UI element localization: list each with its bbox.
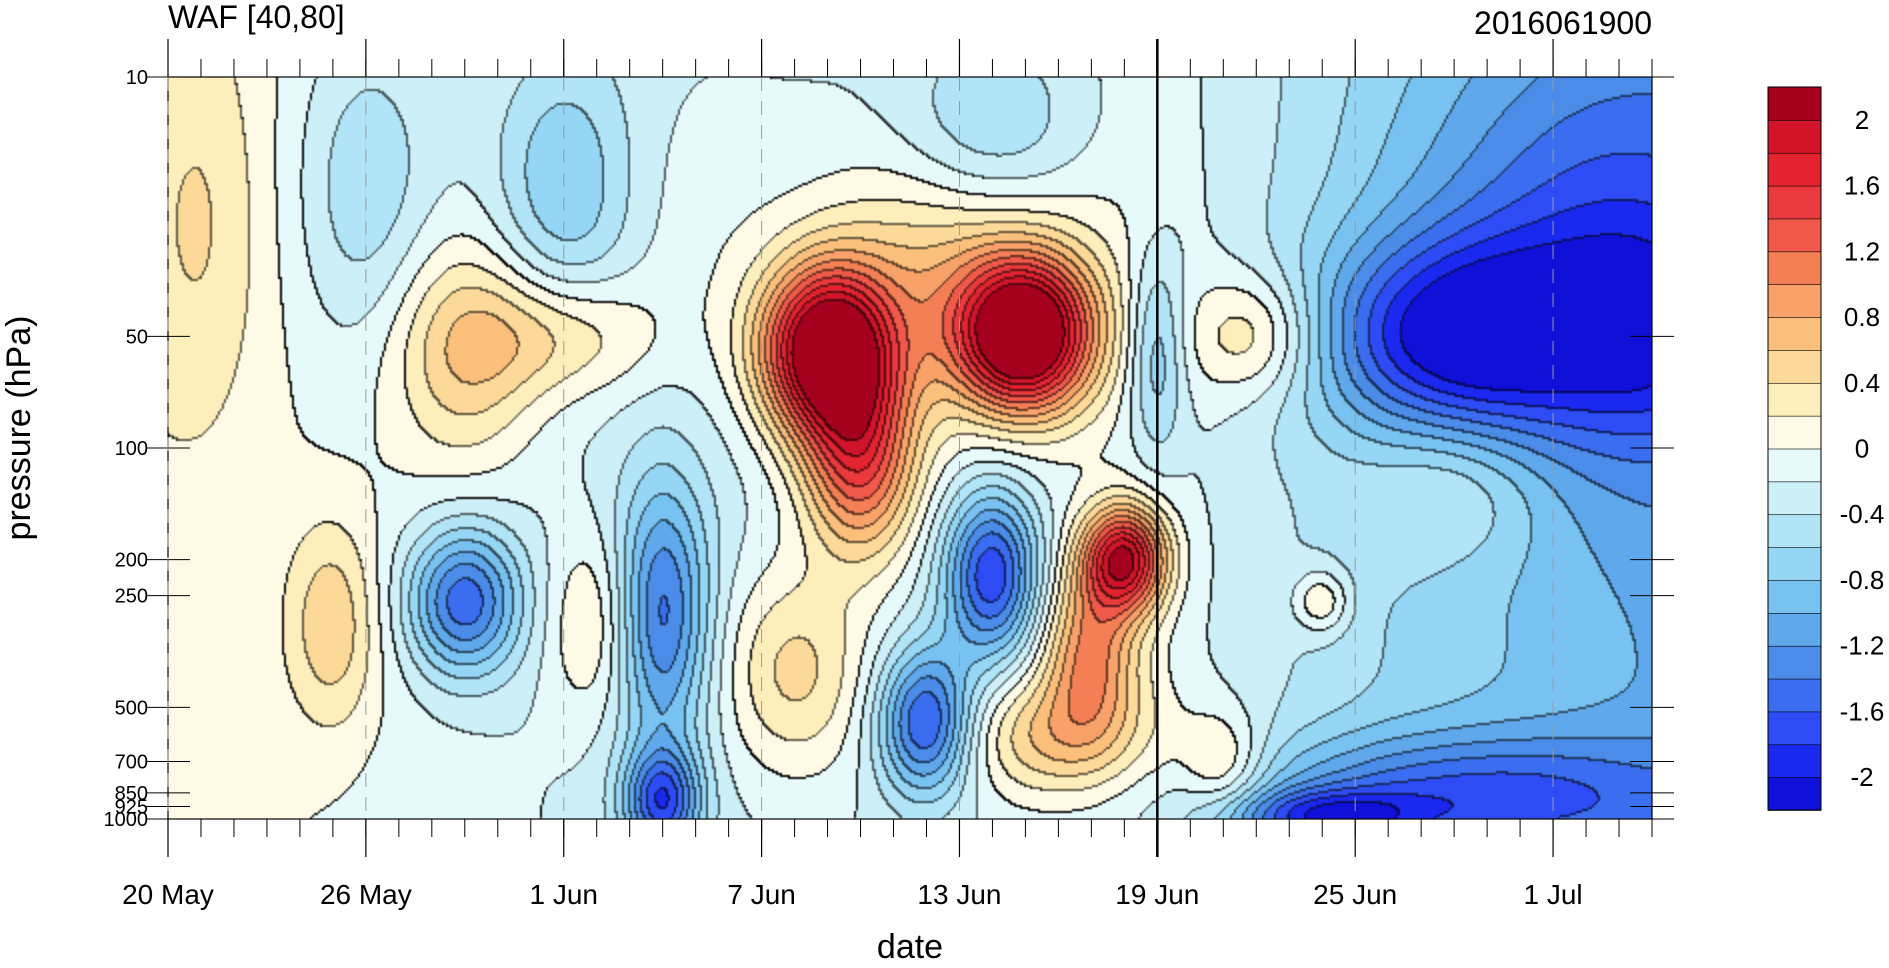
colorbar-box: [1767, 678, 1822, 713]
colorbar-box: [1767, 612, 1822, 647]
colorbar-box: [1767, 415, 1822, 450]
colorbar-label: 1.2: [1844, 236, 1880, 266]
x-axis: 20 May 26 May 1 Jun 7 Jun 13 Jun 19 Jun 25 Jun…: [122, 39, 1653, 910]
x-axis-label: date: [877, 928, 943, 966]
colorbar-box: [1767, 185, 1822, 220]
contour-field: [168, 77, 1652, 819]
y-tick-label: 50: [126, 326, 148, 348]
colorbar-box: [1767, 481, 1822, 516]
x-tick-label: 20 May: [122, 879, 214, 910]
colorbar-box: [1767, 776, 1822, 811]
colorbar-box: [1767, 513, 1822, 548]
y-tick-label: 250: [115, 586, 148, 608]
colorbar-box: [1767, 218, 1822, 253]
colorbar-box: [1767, 251, 1822, 285]
y-axis-label: pressure (hPa): [0, 316, 38, 541]
colorbar-label: 0.8: [1844, 302, 1880, 332]
y-tick-label: 925: [115, 796, 148, 818]
colorbar-label: 1.6: [1844, 171, 1880, 201]
chart-title: WAF [40,80]: [168, 0, 345, 35]
colorbar-label: -0.8: [1840, 565, 1885, 595]
x-tick-label: 13 Jun: [917, 879, 1001, 910]
colorbar-box: [1767, 546, 1822, 581]
x-tick-label: 1 Jun: [529, 879, 598, 910]
colorbar-label: -2: [1850, 762, 1873, 792]
chart-date-stamp: 2016061900: [1474, 5, 1652, 41]
colorbar-label: 0.4: [1844, 368, 1880, 398]
colorbar-label: 0: [1855, 434, 1869, 464]
colorbar-label: 2: [1855, 105, 1869, 135]
y-tick-label: 100: [115, 438, 148, 460]
x-tick-label: 1 Jul: [1523, 879, 1582, 910]
colorbar-box: [1767, 448, 1822, 483]
colorbar-box: [1767, 579, 1822, 614]
colorbar-box: [1767, 743, 1822, 778]
colorbar-label: -0.4: [1840, 499, 1885, 529]
colorbar-box: [1767, 152, 1822, 187]
x-tick-label: 19 Jun: [1115, 879, 1199, 910]
y-tick-label: 700: [115, 752, 148, 774]
y-tick-label: 850: [115, 783, 148, 805]
y-tick-label: 1000: [104, 809, 149, 831]
colorbar-box: [1767, 382, 1822, 417]
colorbar-box: [1767, 86, 1822, 121]
x-tick-label: 25 Jun: [1313, 879, 1397, 910]
colorbar-box: [1767, 645, 1822, 680]
colorbar-box: [1767, 283, 1822, 318]
x-tick-label: 7 Jun: [727, 879, 796, 910]
y-tick-label: 500: [115, 697, 148, 719]
colorbar-box: [1767, 316, 1822, 351]
colorbar-label: -1.6: [1840, 696, 1885, 726]
y-tick-label: 10: [126, 67, 148, 89]
colorbar-label: -1.2: [1840, 631, 1885, 661]
y-tick-label: 200: [115, 550, 148, 572]
colorbar-box: [1767, 349, 1822, 384]
colorbar-box: [1767, 711, 1822, 746]
waf-contour-image: [168, 77, 1652, 819]
colorbar-box: [1767, 119, 1822, 154]
x-tick-label: 26 May: [320, 879, 412, 910]
colorbar-frame: [1767, 86, 1822, 811]
colorbar: 2 1.6 1.2 0.8 0.4 0 -0.4 -0.8 -1.2 -1.6 -2: [1767, 86, 1885, 811]
